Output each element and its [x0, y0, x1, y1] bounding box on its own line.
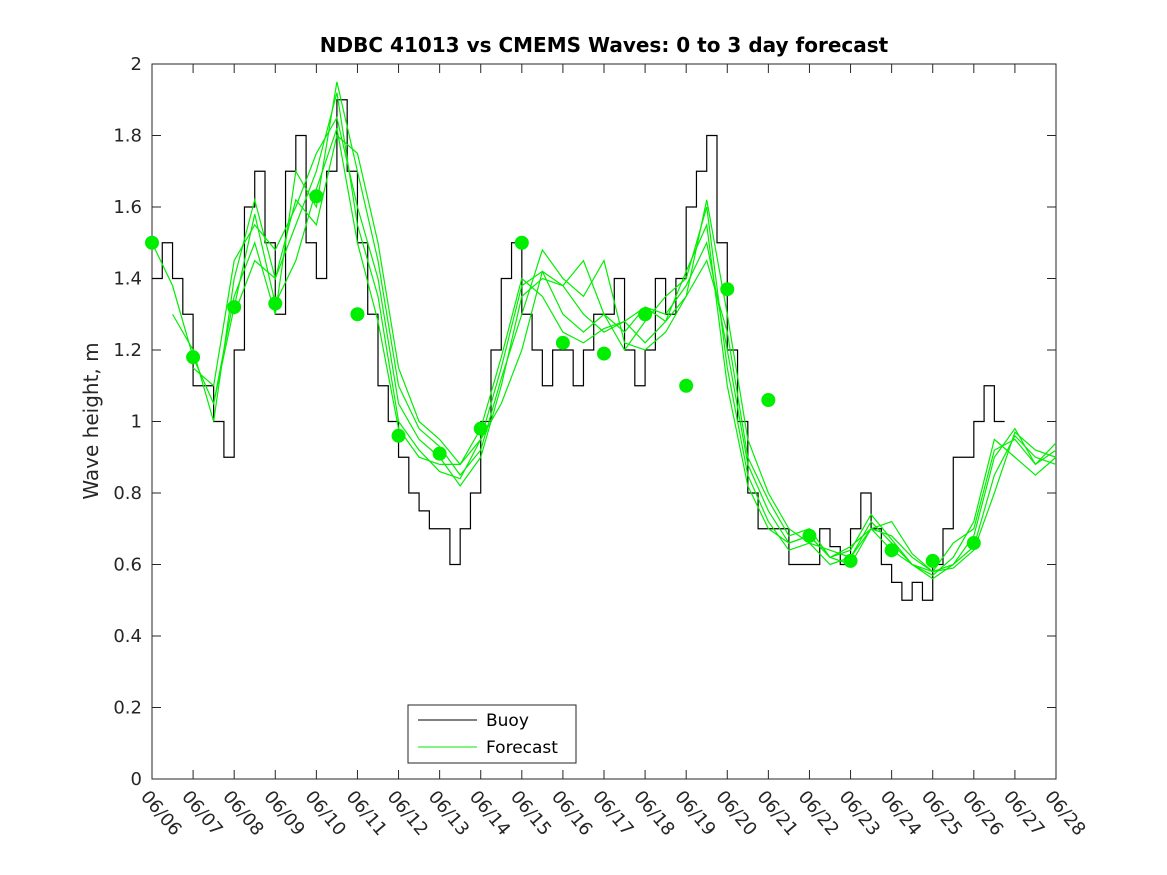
forecast-marker	[473, 421, 488, 436]
y-axis-label: Wave height, m	[79, 342, 103, 499]
forecast-marker	[884, 543, 899, 558]
forecast-marker	[186, 350, 201, 365]
legend-box	[407, 704, 577, 764]
forecast-marker	[679, 378, 694, 393]
y-tick-label: 0.6	[113, 555, 142, 576]
forecast-series	[151, 81, 1057, 580]
forecast-marker	[802, 528, 817, 543]
forecast-marker	[268, 296, 283, 311]
forecast-marker	[514, 235, 529, 250]
forecast-line	[151, 128, 1057, 573]
forecast-marker	[145, 235, 159, 250]
forecast-marker	[309, 189, 324, 204]
forecast-line	[213, 81, 1057, 580]
y-tick-label: 1.8	[113, 126, 142, 147]
y-tick-label: 1	[131, 412, 142, 433]
y-tick-label: 0.2	[113, 698, 142, 719]
forecast-marker	[720, 282, 735, 297]
y-tick-label: 0.4	[113, 626, 142, 647]
y-tick-label: 0	[131, 769, 142, 790]
y-tick-label: 1.6	[113, 197, 142, 218]
y-tick-label: 2	[131, 54, 142, 75]
forecast-marker	[227, 300, 242, 315]
legend: Buoy Forecast	[407, 704, 577, 764]
forecast-marker	[555, 335, 570, 350]
forecast-markers	[145, 189, 981, 568]
legend-buoy-label: Buoy	[486, 711, 529, 731]
forecast-marker	[597, 346, 611, 361]
y-axis: 0 0.2 0.4 0.6 0.8 1 1.2 1.4 1.6 1.8 2	[113, 54, 1056, 790]
y-tick-label: 1.2	[113, 340, 142, 361]
forecast-marker	[843, 553, 858, 568]
y-tick-label: 1.4	[113, 269, 142, 290]
legend-forecast-label: Forecast	[486, 738, 558, 758]
forecast-line	[233, 134, 1057, 573]
forecast-marker	[638, 307, 653, 322]
forecast-marker	[966, 536, 981, 551]
forecast-marker	[391, 428, 406, 443]
forecast-marker	[925, 553, 940, 568]
forecast-marker	[761, 393, 776, 408]
forecast-marker	[350, 307, 365, 322]
chart-title: NDBC 41013 vs CMEMS Waves: 0 to 3 day fo…	[320, 33, 889, 57]
forecast-line	[192, 115, 1057, 573]
forecast-marker	[432, 446, 447, 461]
y-tick-label: 0.8	[113, 483, 142, 504]
